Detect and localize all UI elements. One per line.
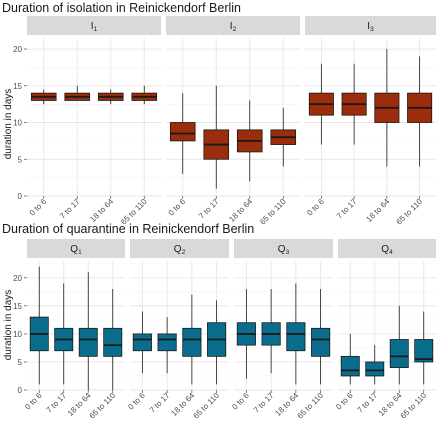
quarantine-title: Duration of quarantine in Reinickendorf …	[2, 222, 254, 236]
box-0-to-6	[132, 311, 152, 374]
box-18-to-64	[78, 272, 98, 390]
isolation-title: Duration of isolation in Reinickendorf B…	[2, 1, 241, 15]
iqr-box	[157, 333, 177, 352]
box-7-to-17	[341, 63, 367, 145]
facet-strip	[305, 16, 436, 35]
facet-strip	[27, 239, 125, 258]
x-tick-label: 65 to 110	[191, 391, 221, 421]
box-65-to-110	[103, 289, 123, 390]
quarantine-y-tick-label: 0	[18, 386, 23, 395]
x-tick-label: 7 to 17	[148, 391, 172, 415]
iqr-box	[311, 327, 331, 357]
box-18-to-64	[97, 89, 124, 105]
facet-strip-label: Q2	[174, 244, 186, 256]
box-65-to-110	[414, 311, 434, 385]
quarantine-y-tick-label: 5	[18, 358, 23, 367]
box-65-to-110	[407, 56, 433, 167]
box-7-to-17	[64, 85, 91, 101]
x-tick-label: 65 to 110	[88, 391, 118, 421]
facet-strip	[27, 16, 161, 35]
x-tick-label: 0 to 6	[23, 391, 44, 412]
box-0-to-6	[340, 333, 360, 385]
x-tick-label: 18 to 64	[227, 197, 254, 224]
iqr-box	[132, 333, 152, 352]
iqr-box	[389, 339, 409, 368]
facet-strip-label: I1	[91, 21, 98, 33]
x-tick-label: 7 to 17	[197, 197, 221, 221]
box-7-to-17	[365, 345, 385, 385]
box-7-to-17	[203, 85, 230, 189]
x-tick-label: 7 to 17	[58, 197, 82, 221]
iqr-box	[365, 361, 385, 377]
x-tick-label: 0 to 6	[334, 391, 355, 412]
iqr-box	[169, 122, 196, 142]
isolation-facet-3: I3 0 to 6 7 to 17 18 to 64 65 to 110	[305, 16, 436, 227]
isolation-y-tick-label: 0	[18, 192, 23, 201]
x-tick-label: 0 to 6	[167, 197, 188, 218]
box-0-to-6	[169, 93, 196, 174]
box-0-to-6	[236, 289, 256, 379]
x-tick-label: 18 to 64	[88, 197, 115, 224]
facet-strip-label: Q3	[278, 244, 290, 256]
box-65-to-110	[131, 85, 158, 105]
quarantine-y-axis-label: duration in days	[3, 290, 14, 361]
iqr-box	[103, 327, 123, 357]
isolation-y-tick-label: 15	[13, 82, 22, 91]
facet-strip	[130, 239, 229, 258]
isolation-y-tick-label: 10	[13, 119, 22, 128]
quarantine-y-tick-label: 10	[13, 330, 22, 339]
box-18-to-64	[182, 294, 202, 385]
box-18-to-64	[389, 305, 409, 385]
iqr-box	[414, 339, 434, 363]
box-0-to-6	[30, 89, 57, 105]
facet-strip	[338, 239, 436, 258]
box-7-to-17	[157, 317, 177, 374]
iqr-box	[78, 327, 98, 357]
facet-strip-label: Q1	[70, 244, 82, 256]
box-7-to-17	[261, 289, 281, 374]
x-tick-label: 65 to 110	[399, 391, 429, 421]
x-tick-label: 0 to 6	[28, 197, 49, 218]
facet-strip	[166, 16, 300, 35]
isolation-y-axis-label: duration in days	[3, 89, 14, 160]
facet-strip	[234, 239, 333, 258]
x-tick-label: 18 to 64	[364, 197, 391, 224]
quarantine-y-tick-label: 20	[13, 274, 22, 283]
box-18-to-64	[286, 283, 306, 385]
x-tick-label: 7 to 17	[335, 197, 359, 221]
x-tick-label: 0 to 6	[305, 197, 326, 218]
facet-strip-label: Q4	[381, 244, 393, 256]
x-tick-label: 0 to 6	[126, 391, 147, 412]
box-0-to-6	[29, 266, 49, 385]
box-65-to-110	[207, 300, 227, 385]
x-tick-label: 65 to 110	[394, 197, 424, 227]
isolation-y-tick-label: 5	[18, 155, 23, 164]
iqr-box	[182, 327, 202, 357]
x-tick-label: 7 to 17	[252, 391, 276, 415]
x-tick-label: 0 to 6	[230, 391, 251, 412]
x-tick-label: 65 to 110	[295, 391, 325, 421]
facet-strip-label: I3	[367, 21, 374, 33]
quarantine-y-tick-label: 15	[13, 302, 22, 311]
iqr-box	[286, 322, 306, 352]
box-65-to-110	[311, 289, 331, 385]
facet-strip-label: I2	[230, 21, 237, 33]
isolation-y-tick-label: 20	[13, 45, 22, 54]
iqr-box	[340, 355, 360, 377]
box-18-to-64	[374, 49, 400, 167]
box-65-to-110	[270, 107, 297, 167]
box-0-to-6	[308, 63, 334, 145]
box-18-to-64	[236, 100, 263, 182]
box-7-to-17	[54, 283, 74, 385]
isolation-facet-2: I2 0 to 6 7 to 17 18 to 64 65 to 110	[166, 16, 300, 227]
x-tick-label: 65 to 110	[258, 197, 288, 227]
